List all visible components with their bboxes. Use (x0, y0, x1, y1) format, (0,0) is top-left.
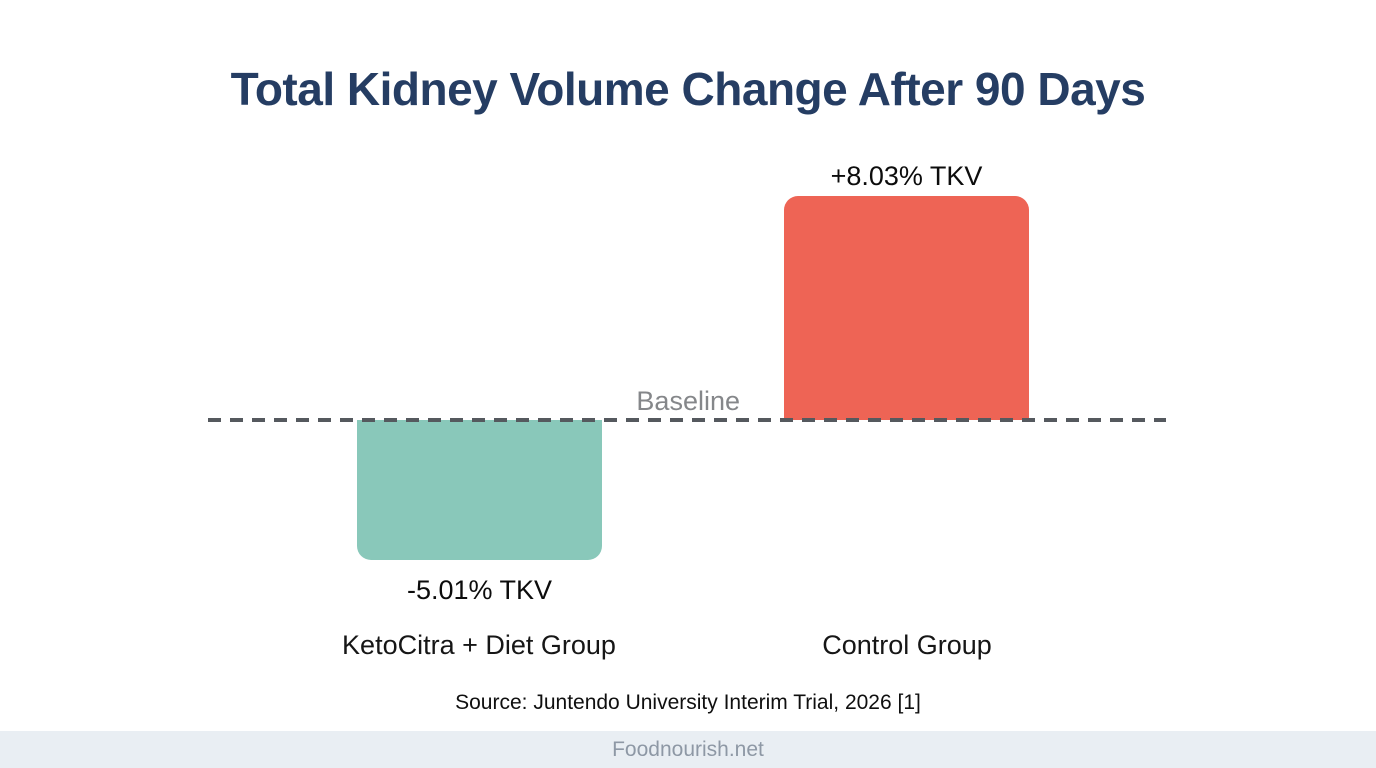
baseline-dashed-line (208, 418, 1166, 422)
value-label-control-group: +8.03% TKV (830, 161, 983, 191)
bar-control-group (784, 196, 1029, 420)
baseline-label: Baseline (636, 386, 740, 416)
bar-ketocitra-group (357, 420, 602, 560)
footer-bar: Foodnourish.net (0, 731, 1376, 768)
footer-site-label: Foodnourish.net (612, 737, 764, 761)
category-label-control-group: Control Group (822, 630, 992, 660)
category-label-ketocitra-group: KetoCitra + Diet Group (342, 630, 616, 660)
value-label-ketocitra-group: -5.01% TKV (406, 575, 553, 605)
source-citation: Source: Juntendo University Interim Tria… (455, 691, 921, 714)
chart-title: Total Kidney Volume Change After 90 Days (230, 63, 1146, 115)
